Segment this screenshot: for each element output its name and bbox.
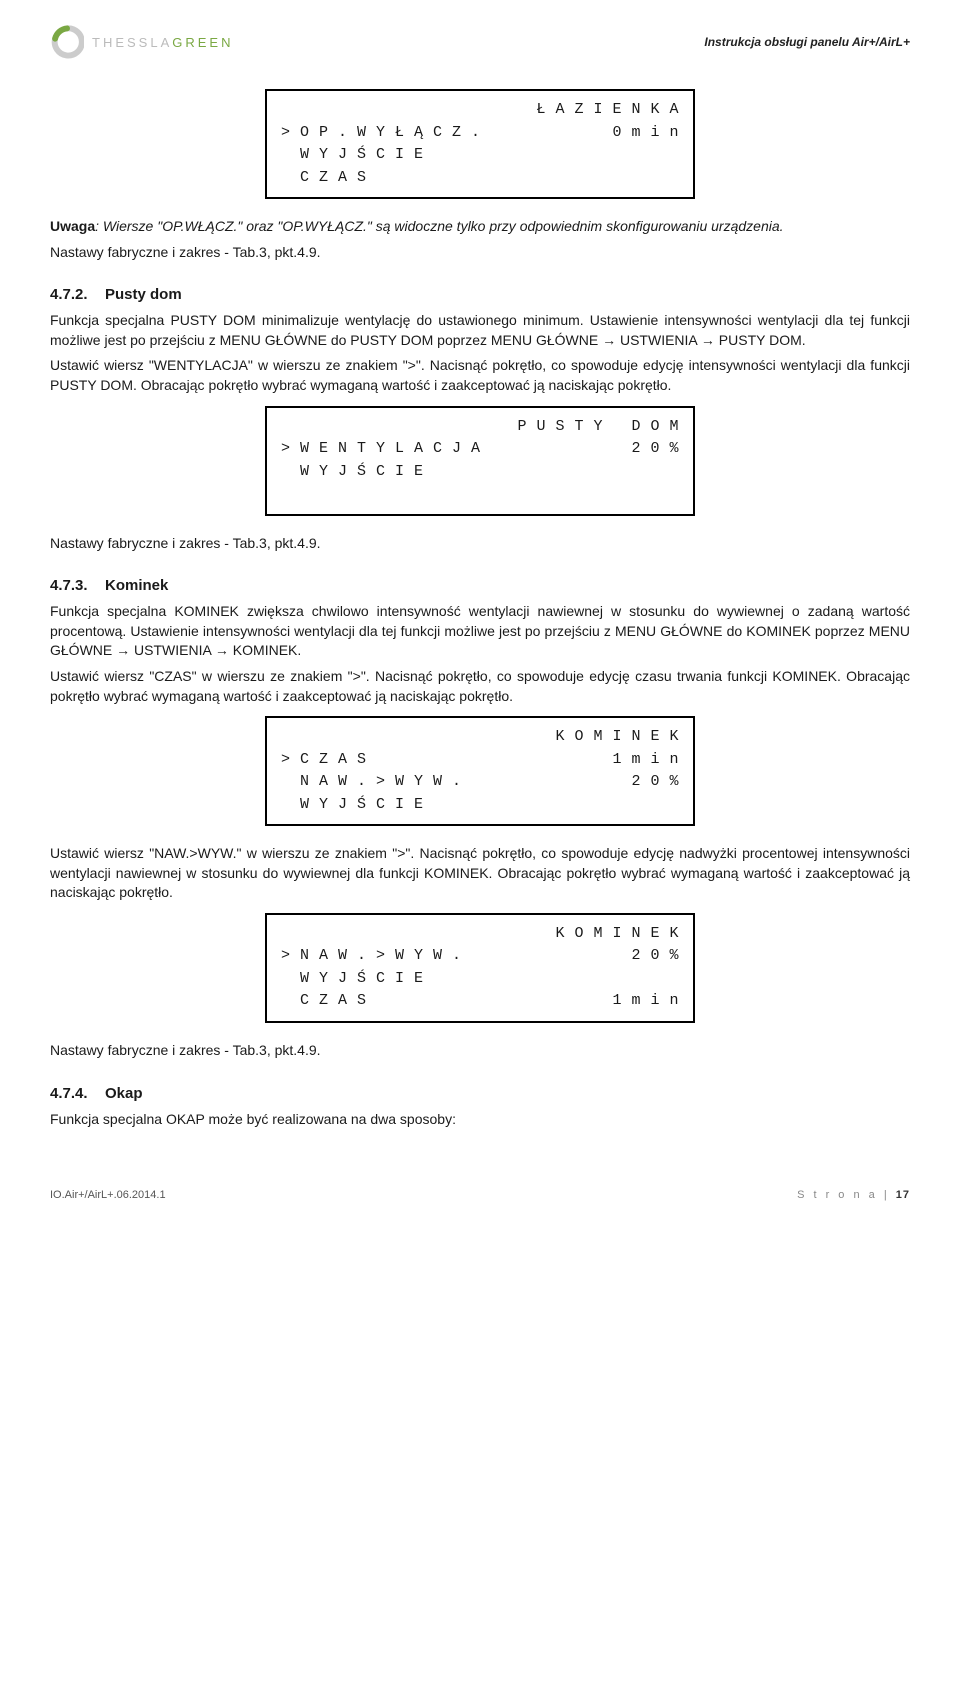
brand-prefix: THESSLA: [92, 35, 172, 50]
lcd-text: W Y J Ś C I E: [281, 794, 424, 817]
paragraph: Ustawić wiersz "CZAS" w wierszu ze znaki…: [50, 667, 910, 706]
brand-logo: THESSLAGREEN: [50, 25, 233, 59]
paragraph: Ustawić wiersz "WENTYLACJA" w wierszu ze…: [50, 356, 910, 395]
lcd-text: C Z A S: [281, 167, 367, 190]
lcd-text: N A W . > W Y W .: [281, 771, 462, 794]
arrow-icon: →: [701, 332, 715, 348]
section-title: Okap: [105, 1085, 143, 1102]
text: USTWIENIA: [130, 642, 215, 658]
arrow-icon: →: [215, 642, 229, 658]
lcd-display-kominek-naw: K O M I N E K > N A W . > W Y W . 2 0 % W…: [265, 913, 695, 1023]
footer-page-label: S t r o n a |: [797, 1189, 896, 1201]
arrow-icon: →: [116, 642, 130, 658]
note-label: Uwaga: [50, 218, 95, 234]
paragraph: Nastawy fabryczne i zakres - Tab.3, pkt.…: [50, 534, 910, 554]
lcd-text: 2 0 %: [631, 771, 679, 794]
doc-title: Instrukcja obsługi panelu Air+/AirL+: [704, 35, 910, 49]
lcd-text: 0 m i n: [612, 122, 679, 145]
section-number: 4.7.2.: [50, 284, 105, 305]
note-paragraph: Uwaga: Wiersze "OP.WŁĄCZ." oraz "OP.WYŁĄ…: [50, 217, 910, 237]
footer-doc-id: IO.Air+/AirL+.06.2014.1: [50, 1189, 166, 1201]
brand-text: THESSLAGREEN: [92, 35, 233, 50]
paragraph: Funkcja specjalna OKAP może być realizow…: [50, 1110, 910, 1130]
section-title: Kominek: [105, 577, 168, 594]
lcd-text: 1 m i n: [612, 990, 679, 1013]
text: USTWIENIA: [616, 332, 701, 348]
lcd-text: Ł A Z I E N K A: [536, 99, 679, 122]
page-header: THESSLAGREEN Instrukcja obsługi panelu A…: [50, 25, 910, 59]
lcd-text: P U S T Y D O M: [517, 416, 679, 439]
section-heading-473: 4.7.3.Kominek: [50, 575, 910, 596]
section-heading-472: 4.7.2.Pusty dom: [50, 284, 910, 305]
text: KOMINEK.: [229, 642, 301, 658]
brand-suffix: GREEN: [172, 35, 233, 50]
lcd-display-pustydom: P U S T Y D O M > W E N T Y L A C J A 2 0…: [265, 406, 695, 516]
lcd-text: C Z A S: [281, 990, 367, 1013]
arrow-icon: →: [602, 332, 616, 348]
lcd-display-lazienka: Ł A Z I E N K A > O P . W Y Ł Ą C Z . 0 m…: [265, 89, 695, 199]
lcd-text: K O M I N E K: [555, 923, 679, 946]
paragraph: Funkcja specjalna KOMINEK zwiększa chwil…: [50, 602, 910, 661]
swirl-icon: [50, 25, 84, 59]
paragraph: Nastawy fabryczne i zakres - Tab.3, pkt.…: [50, 1041, 910, 1061]
section-title: Pusty dom: [105, 286, 182, 303]
lcd-text: W Y J Ś C I E: [281, 144, 424, 167]
paragraph: Funkcja specjalna PUSTY DOM minimalizuje…: [50, 311, 910, 350]
text: PUSTY DOM.: [715, 332, 806, 348]
lcd-text: 2 0 %: [631, 438, 679, 461]
lcd-text: W Y J Ś C I E: [281, 461, 424, 484]
section-number: 4.7.3.: [50, 575, 105, 596]
section-number: 4.7.4.: [50, 1083, 105, 1104]
lcd-text: K O M I N E K: [555, 726, 679, 749]
lcd-text: 2 0 %: [631, 945, 679, 968]
lcd-text: W Y J Ś C I E: [281, 968, 424, 991]
paragraph: Nastawy fabryczne i zakres - Tab.3, pkt.…: [50, 243, 910, 263]
note-text: : Wiersze "OP.WŁĄCZ." oraz "OP.WYŁĄCZ." …: [95, 218, 783, 234]
lcd-text: > O P . W Y Ł Ą C Z .: [281, 122, 481, 145]
section-heading-474: 4.7.4.Okap: [50, 1083, 910, 1104]
page-footer: IO.Air+/AirL+.06.2014.1 S t r o n a | 17: [50, 1189, 910, 1201]
lcd-text: 1 m i n: [612, 749, 679, 772]
footer-page-indicator: S t r o n a | 17: [797, 1189, 910, 1201]
lcd-text: > W E N T Y L A C J A: [281, 438, 481, 461]
lcd-display-kominek-czas: K O M I N E K > C Z A S 1 m i n N A W . >…: [265, 716, 695, 826]
paragraph: Ustawić wiersz "NAW.>WYW." w wierszu ze …: [50, 844, 910, 903]
lcd-text: > N A W . > W Y W .: [281, 945, 462, 968]
footer-page-number: 17: [896, 1189, 910, 1201]
lcd-text: > C Z A S: [281, 749, 367, 772]
